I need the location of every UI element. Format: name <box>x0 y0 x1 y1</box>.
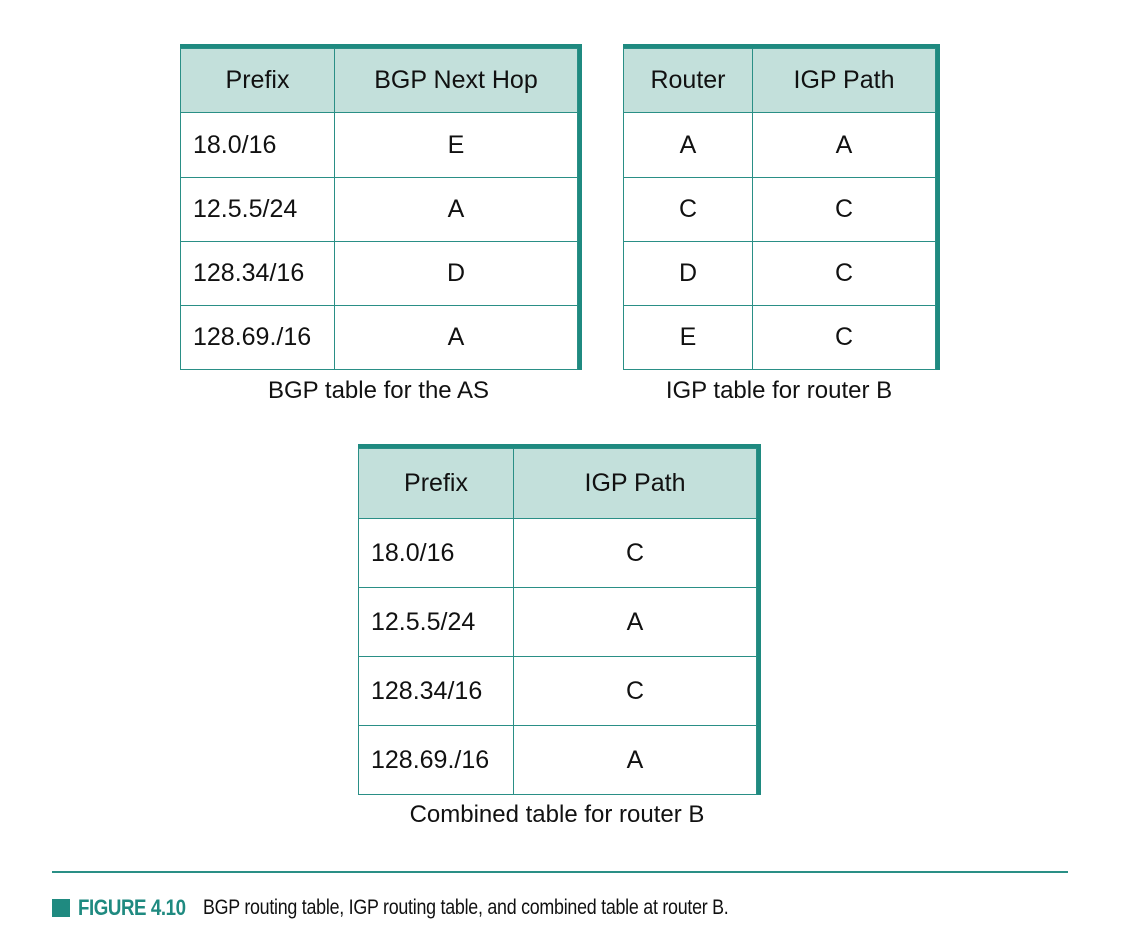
bgp-next-hop-cell: A <box>334 177 578 242</box>
igp-table-caption: IGP table for router B <box>665 377 893 404</box>
combined-prefix-cell: 128.34/16 <box>358 656 514 726</box>
bgp-prefix-cell: 12.5.5/24 <box>180 177 335 242</box>
combined-prefix-cell: 12.5.5/24 <box>358 587 514 657</box>
igp-path-cell: C <box>752 177 936 242</box>
table-row: 128.34/16 C <box>358 656 757 726</box>
combined-header-path: IGP Path <box>513 448 757 519</box>
combined-prefix-cell: 128.69./16 <box>358 725 514 795</box>
table-row: D C <box>623 241 936 306</box>
igp-table-header-row: Router IGP Path <box>623 48 936 113</box>
bgp-prefix-cell: 18.0/16 <box>180 112 335 178</box>
combined-table-shadow-top <box>358 444 761 448</box>
igp-table-shadow-right <box>934 44 940 370</box>
combined-path-cell: C <box>513 518 757 588</box>
bgp-table-container: Prefix BGP Next Hop 18.0/16 E 12.5.5/24 … <box>180 44 582 370</box>
combined-path-cell: A <box>513 587 757 657</box>
igp-path-cell: C <box>752 241 936 306</box>
bgp-table-header-row: Prefix BGP Next Hop <box>180 48 578 113</box>
table-row: 18.0/16 E <box>180 112 578 178</box>
bgp-prefix-cell: 128.34/16 <box>180 241 335 306</box>
bgp-next-hop-cell: A <box>334 305 578 370</box>
figure-caption: FIGURE 4.10 BGP routing table, IGP routi… <box>52 893 821 923</box>
bgp-table-shadow-right <box>576 44 582 370</box>
square-bullet-icon <box>52 899 70 917</box>
combined-table-caption: Combined table for router B <box>409 801 705 828</box>
caption-divider <box>52 871 1068 873</box>
combined-header-prefix: Prefix <box>358 448 514 519</box>
igp-table-container: Router IGP Path A A C C D C E C <box>623 44 940 370</box>
bgp-next-hop-cell: E <box>334 112 578 178</box>
bgp-prefix-cell: 128.69./16 <box>180 305 335 370</box>
figure-label: FIGURE 4.10 <box>78 895 186 920</box>
table-row: 128.69./16 A <box>180 305 578 370</box>
table-row: 12.5.5/24 A <box>358 587 757 657</box>
table-row: C C <box>623 177 936 242</box>
igp-table: Router IGP Path A A C C D C E C <box>623 48 936 370</box>
igp-router-cell: A <box>623 112 753 178</box>
igp-router-cell: D <box>623 241 753 306</box>
combined-table: Prefix IGP Path 18.0/16 C 12.5.5/24 A 12… <box>358 448 757 795</box>
bgp-next-hop-cell: D <box>334 241 578 306</box>
igp-router-cell: E <box>623 305 753 370</box>
igp-header-router: Router <box>623 48 753 113</box>
table-row: 128.69./16 A <box>358 725 757 795</box>
bgp-header-prefix: Prefix <box>180 48 335 113</box>
table-row: E C <box>623 305 936 370</box>
igp-header-path: IGP Path <box>752 48 936 113</box>
figure-text: BGP routing table, IGP routing table, an… <box>202 896 729 919</box>
bgp-table-caption: BGP table for the AS <box>267 377 490 404</box>
igp-path-cell: C <box>752 305 936 370</box>
combined-path-cell: A <box>513 725 757 795</box>
igp-router-cell: C <box>623 177 753 242</box>
igp-path-cell: A <box>752 112 936 178</box>
table-row: 128.34/16 D <box>180 241 578 306</box>
table-row: 18.0/16 C <box>358 518 757 588</box>
combined-path-cell: C <box>513 656 757 726</box>
bgp-table-shadow-top <box>180 44 582 48</box>
combined-table-container: Prefix IGP Path 18.0/16 C 12.5.5/24 A 12… <box>358 444 761 795</box>
combined-table-header-row: Prefix IGP Path <box>358 448 757 519</box>
combined-table-shadow-right <box>755 444 761 795</box>
combined-prefix-cell: 18.0/16 <box>358 518 514 588</box>
igp-table-shadow-top <box>623 44 940 48</box>
bgp-table: Prefix BGP Next Hop 18.0/16 E 12.5.5/24 … <box>180 48 578 370</box>
table-row: 12.5.5/24 A <box>180 177 578 242</box>
bgp-header-next-hop: BGP Next Hop <box>334 48 578 113</box>
table-row: A A <box>623 112 936 178</box>
